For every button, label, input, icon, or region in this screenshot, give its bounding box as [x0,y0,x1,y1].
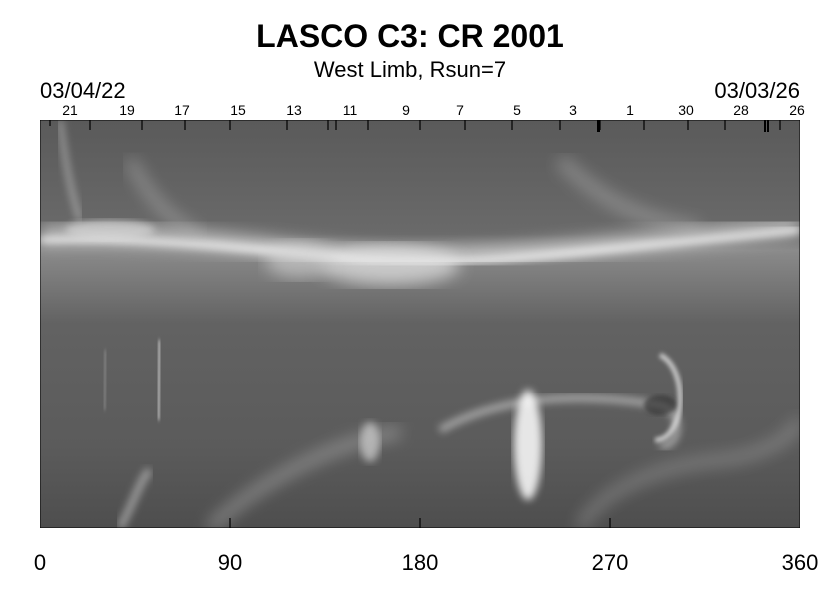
day-tick: 11 [342,102,358,118]
day-tick: 19 [119,102,135,118]
day-tick-labels: 21 19 17 15 13 11 9 7 5 3 1 30 28 26 [0,102,820,120]
day-tick: 17 [174,102,190,118]
x-axis-tick: 360 [781,550,819,575]
day-tick: 26 [789,102,805,118]
day-tick: 1 [626,102,634,118]
chart-subtitle: West Limb, Rsun=7 [313,57,507,82]
day-tick: 15 [230,102,246,118]
day-tick: 30 [678,102,694,118]
day-tick: 9 [402,102,410,118]
day-tick: 5 [513,102,521,118]
day-tick: 13 [286,102,302,118]
start-date: 03/04/22 [40,78,126,103]
chart-title: LASCO C3: CR 2001 [256,18,564,54]
x-axis-tick: 180 [401,550,439,575]
day-tick: 28 [733,102,749,118]
x-axis-tick: 0 [33,550,47,575]
day-tick: 3 [569,102,577,118]
day-tick: 21 [62,102,78,118]
synoptic-map-image [39,119,805,532]
synoptic-map [39,119,805,532]
day-tick: 7 [456,102,464,118]
x-axis-tick: 90 [217,550,243,575]
x-axis-tick: 270 [591,550,629,575]
end-date: 03/03/26 [714,78,800,103]
